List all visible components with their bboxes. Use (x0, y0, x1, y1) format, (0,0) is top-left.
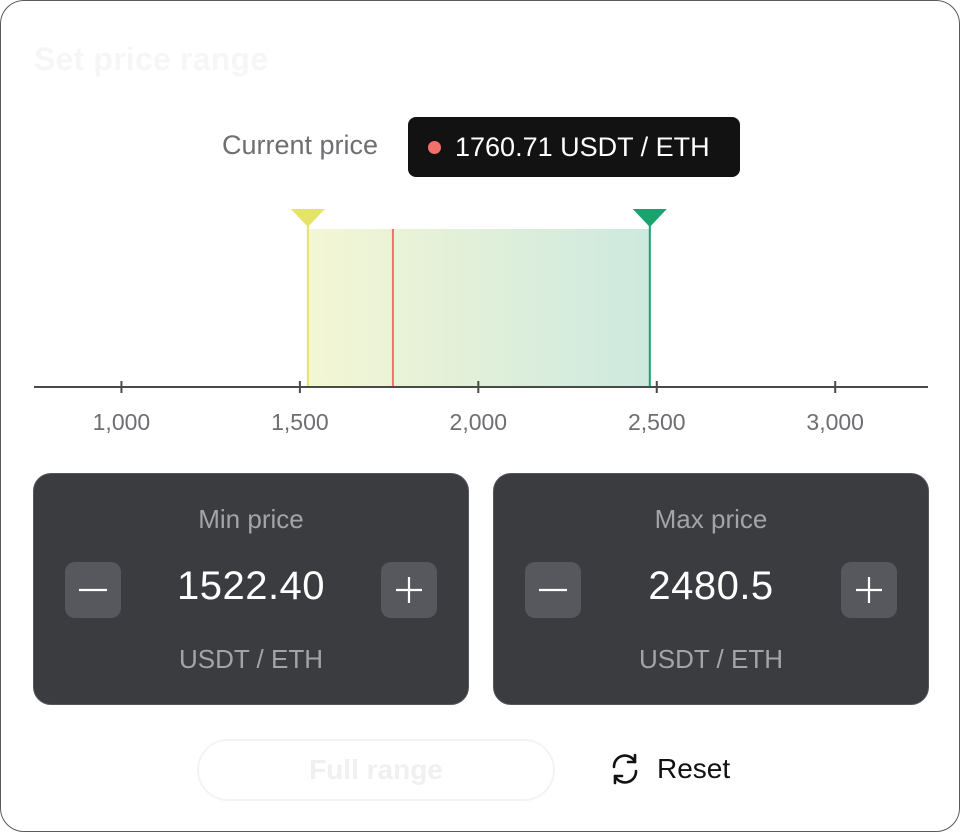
min-price-increment-button[interactable] (381, 562, 437, 618)
reset-label: Reset (657, 753, 731, 784)
max-price-box: Max price 2480.5 USDT / ETH (493, 473, 929, 705)
plus-icon (396, 577, 422, 603)
minus-icon (79, 588, 107, 592)
min-price-unit: USDT / ETH (179, 644, 323, 674)
minus-icon (539, 588, 567, 592)
max-range-handle[interactable] (632, 209, 667, 227)
max-price-label: Max price (654, 504, 768, 534)
refresh-icon (612, 753, 638, 785)
max-price-decrement-button[interactable] (525, 562, 581, 618)
selected-range-area (307, 229, 650, 387)
current-price-dot (428, 140, 441, 154)
max-price-value[interactable]: 2480.5 (648, 564, 774, 608)
min-price-decrement-button[interactable] (65, 562, 121, 618)
max-price-unit: USDT / ETH (639, 644, 783, 674)
panel-title: Set price range (34, 41, 269, 77)
price-range-chart: 1,000 1,500 2,000 2,500 3,000 (34, 209, 928, 435)
max-price-increment-button[interactable] (841, 562, 897, 618)
reset-button[interactable]: Reset (607, 749, 730, 789)
x-axis-tick-label: 1,000 (93, 409, 151, 435)
min-price-box: Min price 1522.40 USDT / ETH (33, 473, 469, 705)
min-price-value[interactable]: 1522.40 (176, 564, 326, 608)
current-price-badge: 1760.71 USDT / ETH (408, 117, 740, 177)
full-range-button[interactable]: Full range (197, 739, 555, 801)
x-axis-tick-label: 2,000 (450, 409, 508, 435)
x-axis-tick-label: 3,000 (806, 409, 864, 435)
x-axis-tick-label: 2,500 (628, 409, 686, 435)
current-price-label: Current price (222, 130, 379, 160)
current-price-value: 1760.71 USDT / ETH (455, 131, 710, 162)
min-range-handle[interactable] (290, 209, 325, 227)
x-axis-tick-label: 1,500 (271, 409, 329, 435)
plus-icon (856, 577, 882, 603)
min-price-label: Min price (198, 504, 304, 534)
